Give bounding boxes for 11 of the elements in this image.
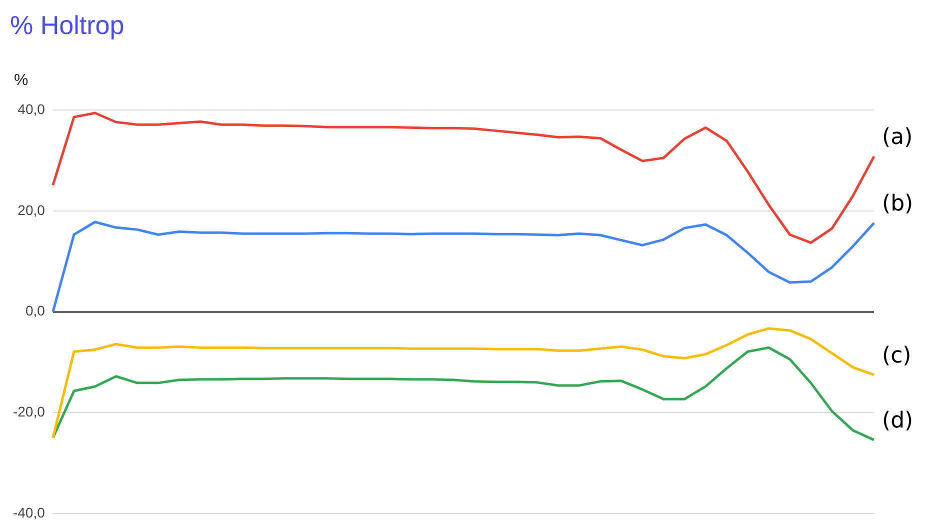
y-tick-label: -40,0 [12,504,46,520]
series-label: (a) [882,125,913,150]
series-label: (c) [882,344,912,369]
series-label: (b) [882,192,914,217]
y-tick-label: 40,0 [18,100,46,117]
y-tick-label: 0,0 [25,302,46,319]
chart-title: % Holtrop [10,10,124,41]
y-tick-label: -20,0 [12,404,46,420]
y-tick-label: 20,0 [18,202,46,218]
series-label: (d) [882,408,914,434]
y-axis-title: % [14,72,28,90]
